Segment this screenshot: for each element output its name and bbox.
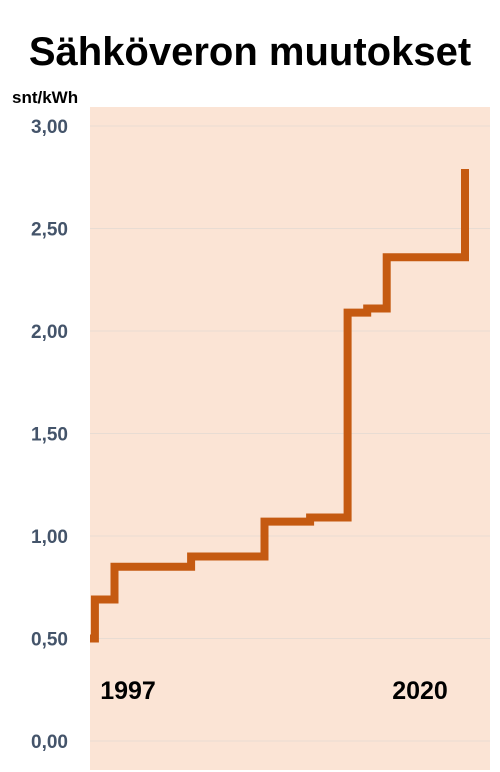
x-start-label: 1997 xyxy=(100,677,156,705)
chart-title: Sähköveron muutokset xyxy=(28,30,472,74)
y-tick-label: 2,00 xyxy=(31,322,68,343)
series-line xyxy=(90,169,469,643)
y-tick-label: 0,50 xyxy=(31,630,68,651)
y-tick-label: 2,50 xyxy=(31,220,68,241)
y-tick-label: 0,00 xyxy=(31,732,68,753)
y-tick-label: 3,00 xyxy=(31,117,68,138)
y-tick-label: 1,00 xyxy=(31,527,68,548)
y-tick-label: 1,50 xyxy=(31,425,68,446)
x-end-label: 2020 xyxy=(392,677,448,705)
plot-area xyxy=(90,107,490,770)
y-axis-unit-label: snt/kWh xyxy=(12,88,79,107)
